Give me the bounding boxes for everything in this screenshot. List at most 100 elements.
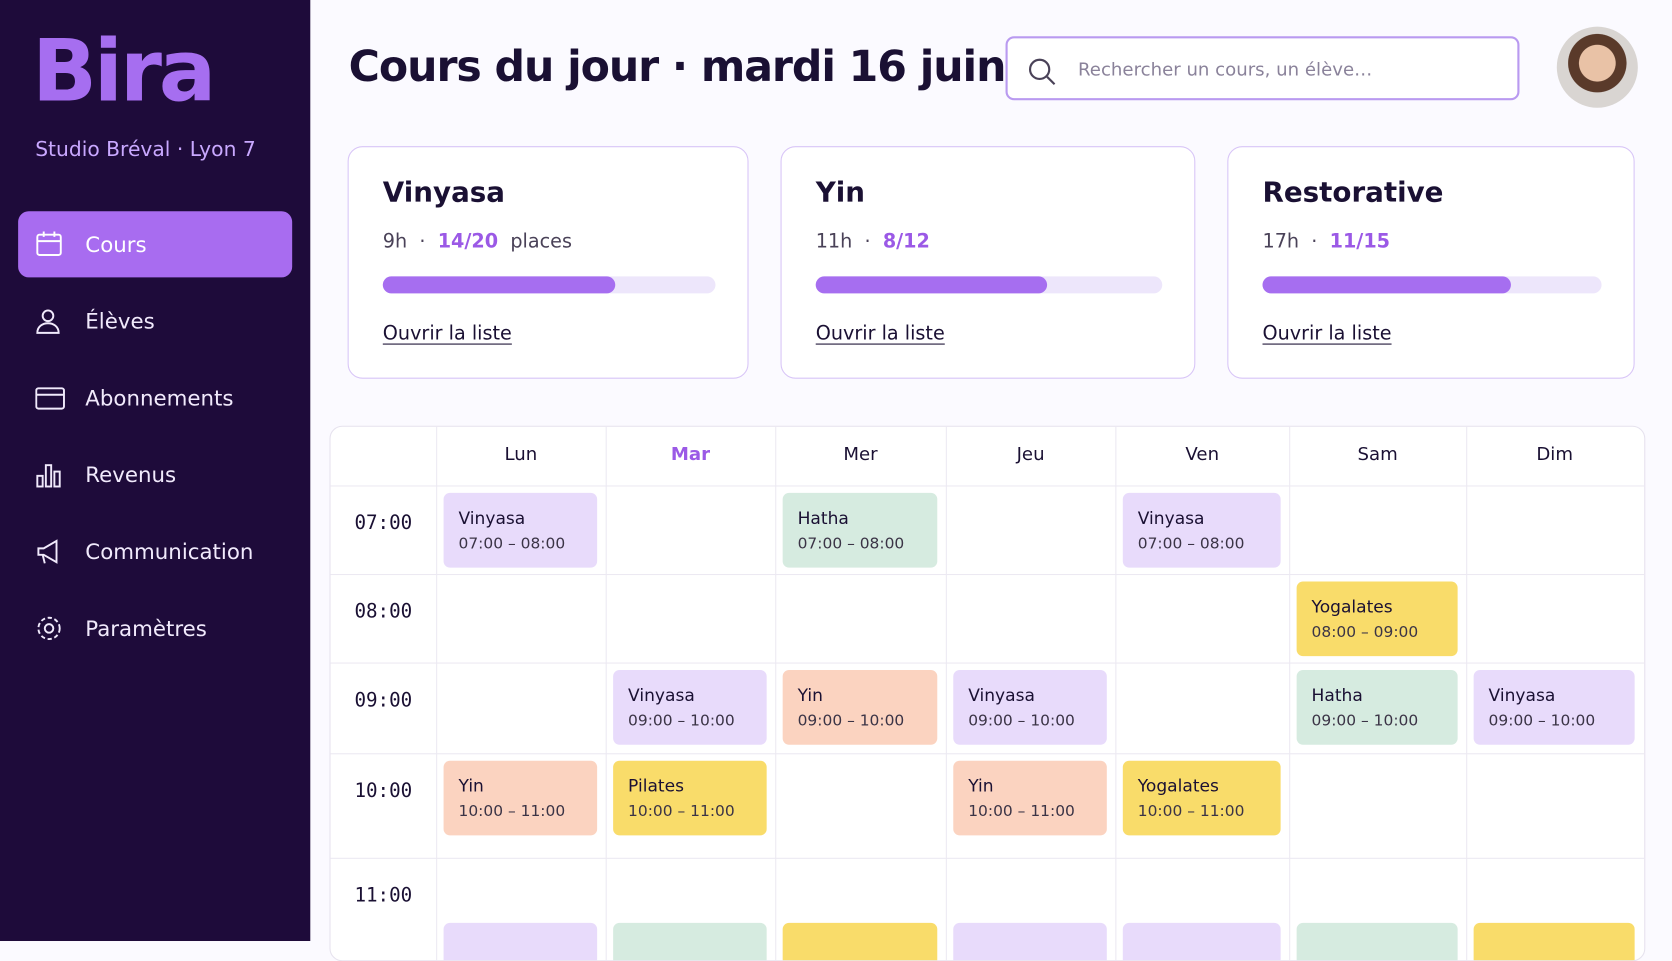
event-time: 10:00 – 11:00 [628, 803, 735, 821]
col-line [605, 426, 607, 961]
progress-fill [382, 276, 616, 294]
day-header: Mer [843, 443, 878, 466]
card-name: Restorative [1262, 177, 1444, 210]
time-label: 07:00 [354, 512, 413, 535]
brand: Bira [31, 21, 216, 121]
event-time: 10:00 – 11:00 [968, 803, 1075, 821]
day-header: Lun [504, 443, 538, 466]
nav-item[interactable]: Élèves [18, 288, 292, 354]
class-event[interactable]: Yin 10:00 – 11:00 [443, 760, 598, 836]
event-partial [782, 922, 938, 961]
card-time: 9h [382, 230, 408, 253]
class-event[interactable]: Yin 10:00 – 11:00 [953, 760, 1107, 836]
event-partial [1122, 922, 1281, 961]
event-time: 07:00 – 08:00 [458, 535, 566, 553]
card-link[interactable]: Ouvrir la liste [382, 322, 512, 345]
day-header: Dim [1536, 443, 1573, 466]
class-event[interactable]: Vinyasa 09:00 – 10:00 [953, 670, 1107, 745]
nav-label: Communication [85, 538, 254, 565]
class-card: Vinyasa 9h · 14/20 places Ouvrir la liste [347, 146, 749, 379]
card-name: Yin [815, 177, 866, 210]
event-time: 07:00 – 08:00 [1137, 535, 1245, 553]
event-partial [953, 922, 1107, 961]
time-label: 09:00 [354, 689, 413, 712]
progress-track [382, 276, 716, 294]
class-card: Yin 11h · 8/12 Ouvrir la liste [780, 146, 1196, 379]
card-suffix: places [510, 230, 572, 253]
row-line [330, 662, 1645, 664]
search[interactable]: Rechercher un cours, un élève… [1005, 36, 1520, 101]
event-partial [443, 922, 598, 961]
card-count: 11/15 [1329, 230, 1391, 253]
card-link[interactable]: Ouvrir la liste [815, 322, 945, 345]
class-event[interactable]: Hatha 09:00 – 10:00 [1296, 670, 1458, 745]
nav-icon [37, 616, 61, 641]
search-placeholder: Rechercher un cours, un élève… [1078, 59, 1373, 82]
nav-label: Cours [85, 231, 147, 258]
col-line [1115, 426, 1117, 961]
class-event[interactable]: Vinyasa 09:00 – 10:00 [1473, 670, 1635, 745]
nav-label: Abonnements [85, 385, 234, 411]
event-name: Hatha [797, 507, 849, 529]
event-time: 09:00 – 10:00 [797, 712, 905, 730]
col-line [436, 426, 438, 961]
progress-track [815, 276, 1163, 294]
nav-item[interactable]: Communication [18, 519, 292, 585]
progress-fill [1262, 276, 1512, 294]
class-event[interactable]: Yogalates 10:00 – 11:00 [1122, 760, 1281, 836]
card-meta: 17h · 11/15 [1262, 230, 1391, 253]
avatar[interactable] [1556, 26, 1638, 108]
card-count: 14/20 [437, 230, 499, 253]
nav-icon [36, 309, 60, 334]
event-time: 10:00 – 11:00 [458, 803, 566, 821]
day-header: Mar [670, 443, 711, 466]
class-event[interactable]: Vinyasa 09:00 – 10:00 [613, 670, 767, 745]
day-header: Sam [1357, 443, 1398, 466]
card-link[interactable]: Ouvrir la liste [1262, 322, 1392, 345]
col-line [945, 426, 947, 961]
class-event[interactable]: Yin 09:00 – 10:00 [782, 670, 938, 745]
nav-item[interactable]: Revenus [18, 442, 292, 508]
studio: Studio Bréval · Lyon 7 [35, 137, 256, 162]
search-icon [1028, 58, 1056, 86]
nav-icon [35, 387, 65, 410]
event-name: Vinyasa [968, 684, 1035, 706]
event-name: Yin [458, 775, 484, 796]
nav-icon [36, 464, 61, 488]
nav-label: Élèves [85, 308, 155, 334]
class-event[interactable]: Hatha 07:00 – 08:00 [782, 492, 938, 568]
card-name: Vinyasa [382, 177, 506, 210]
card-time: 11h [815, 230, 853, 253]
row-line [330, 857, 1645, 859]
nav-icon [37, 539, 58, 564]
class-event[interactable]: Yogalates 08:00 – 09:00 [1296, 581, 1458, 657]
class-event[interactable]: Vinyasa 07:00 – 08:00 [443, 492, 598, 568]
card-time: 17h [1262, 230, 1300, 253]
row-line [330, 753, 1645, 755]
time-label: 10:00 [354, 779, 413, 803]
sidebar: Bira Studio Bréval · Lyon 7 Cours Élèves A… [0, 0, 311, 942]
event-time: 09:00 – 10:00 [968, 712, 1075, 730]
nav-label: Paramètres [85, 615, 207, 642]
event-name: Vinyasa [1137, 507, 1205, 529]
event-time: 10:00 – 11:00 [1137, 803, 1245, 821]
class-event[interactable]: Pilates 10:00 – 11:00 [613, 760, 767, 836]
event-time: 09:00 – 10:00 [1488, 712, 1596, 730]
class-card: Restorative 17h · 11/15 Ouvrir la liste [1227, 146, 1635, 379]
card-count: 8/12 [882, 230, 930, 253]
event-name: Yin [968, 775, 994, 796]
progress-track [1262, 276, 1602, 294]
time-label: 08:00 [354, 600, 413, 624]
card-meta: 9h · 14/20 places [382, 230, 572, 253]
event-partial [1296, 922, 1458, 961]
event-name: Vinyasa [628, 684, 695, 706]
nav-icon [36, 231, 62, 256]
event-time: 09:00 – 10:00 [628, 712, 735, 730]
event-name: Yin [797, 684, 823, 706]
nav-item[interactable]: Paramètres [18, 595, 292, 661]
col-line [775, 426, 777, 961]
class-event[interactable]: Vinyasa 07:00 – 08:00 [1122, 492, 1281, 568]
nav-item[interactable]: Cours [18, 211, 293, 278]
nav-item[interactable]: Abonnements [18, 365, 292, 431]
